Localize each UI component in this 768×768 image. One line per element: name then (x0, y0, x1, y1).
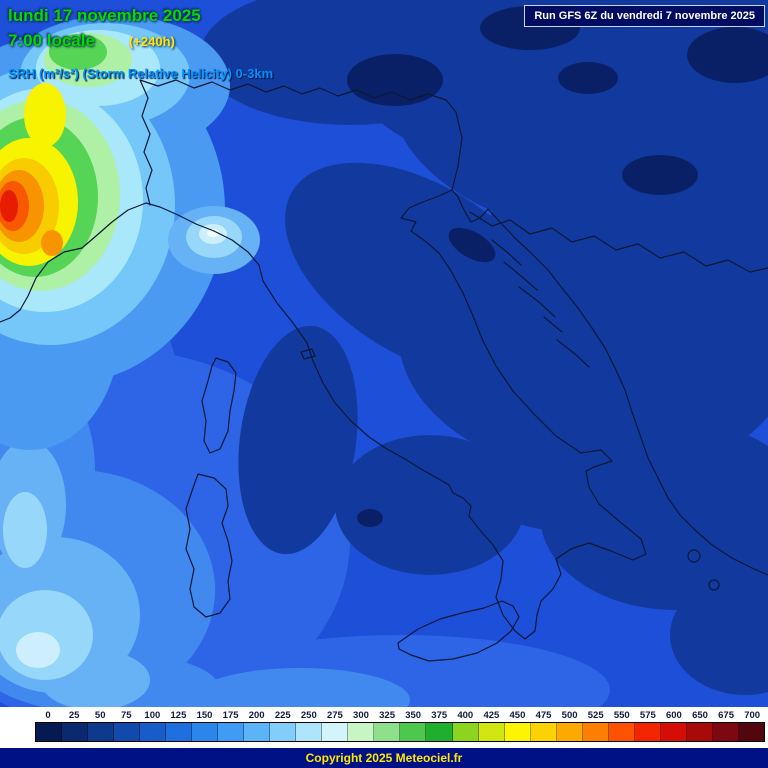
legend-color-swatch (166, 723, 193, 741)
legend-color-swatch (426, 723, 453, 741)
legend-labels: 0 25 50 75 100 125 150 175 200 225 250 275 300 325 350… (35, 709, 765, 722)
legend-value: 275 (326, 710, 343, 721)
legend-value: 650 (692, 710, 708, 721)
coastline-corsica (201, 357, 237, 454)
legend-value: 100 (144, 710, 161, 721)
legend-value: 425 (483, 710, 500, 721)
legend-color-swatch (660, 723, 687, 741)
legend-color-swatch (62, 723, 89, 741)
coastline-sardinia (185, 473, 233, 618)
legend-color-swatch (530, 723, 557, 741)
coastline-italy (213, 189, 647, 640)
copyright-bar: Copyright 2025 Meteociel.fr (0, 748, 768, 768)
coastline-ionian-island (687, 549, 701, 563)
legend-color-swatch (348, 723, 375, 741)
legend-color-swatch (686, 723, 713, 741)
legend-value: 700 (744, 710, 761, 721)
legend-value: 200 (248, 710, 265, 721)
legend-value: 150 (196, 710, 213, 721)
legend-color-swatch (478, 723, 505, 741)
legend-value: 125 (170, 710, 187, 721)
coastline-elba (300, 348, 316, 360)
legend-color-swatch (452, 723, 479, 741)
coastline-sicily (397, 600, 520, 662)
legend-value: 300 (353, 710, 369, 721)
legend-value: 25 (68, 710, 80, 721)
legend-color-swatch (712, 723, 739, 741)
legend-value: 175 (222, 710, 239, 721)
legend-value: 400 (457, 710, 474, 721)
forecast-hour-offset: (+240h) (128, 34, 175, 49)
legend-value: 325 (379, 710, 395, 721)
legend-color-swatch (296, 723, 323, 741)
forecast-time-row: 7:00 locale (+240h) (8, 31, 175, 51)
legend-value: 75 (120, 710, 132, 721)
legend-value: 350 (405, 710, 422, 721)
legend-value: 475 (535, 710, 552, 721)
legend-color-swatch (608, 723, 635, 741)
coastline-balkans (451, 189, 768, 576)
legend-color-swatch (114, 723, 141, 741)
copyright-text: Copyright 2025 Meteociel.fr (305, 751, 463, 765)
legend-color-swatch (504, 723, 531, 741)
legend-value: 250 (300, 710, 317, 721)
weather-map: lundi 17 novembre 2025 7:00 locale (+240… (0, 0, 768, 707)
color-scale-legend: 0 25 50 75 100 125 150 175 200 225 250 275 300 325 350… (0, 707, 768, 748)
srh-map-graphic (0, 0, 768, 707)
srh-dark-regions (200, 0, 768, 695)
legend-color-swatch (244, 723, 271, 741)
legend-color-swatch (218, 723, 245, 741)
legend-value: 0 (45, 710, 51, 721)
legend-value: 675 (718, 710, 734, 721)
border-alps (139, 79, 463, 206)
legend-value: 225 (274, 710, 291, 721)
model-run-info: Run GFS 6Z du vendredi 7 novembre 2025 (524, 5, 765, 27)
legend-swatches (35, 722, 765, 742)
legend-value: 50 (94, 710, 106, 721)
legend-color-swatch (88, 723, 115, 741)
legend-value: 575 (639, 710, 656, 721)
legend-color-swatch (634, 723, 661, 741)
legend-color-swatch (36, 723, 63, 741)
legend-color-swatch (738, 723, 764, 741)
legend-value: 525 (587, 710, 604, 721)
legend-color-swatch (374, 723, 401, 741)
forecast-local-time: 7:00 locale (8, 31, 95, 50)
legend-color-swatch (400, 723, 427, 741)
legend-color-swatch (270, 723, 297, 741)
srh-hotspot (0, 15, 260, 450)
legend-color-swatch (192, 723, 219, 741)
border-balkans (469, 211, 768, 273)
legend-value: 600 (665, 710, 682, 721)
coastline-croatian-islands (491, 239, 590, 368)
forecast-date: lundi 17 novembre 2025 (8, 6, 201, 25)
coastline-france (0, 202, 215, 323)
legend-value: 450 (509, 710, 526, 721)
legend-color-swatch (582, 723, 609, 741)
legend-color-swatch (322, 723, 349, 741)
legend-color-swatch (556, 723, 583, 741)
coastline-ionian-island (708, 579, 720, 591)
legend-value: 500 (561, 710, 578, 721)
legend-value: 375 (431, 710, 448, 721)
legend-color-swatch (140, 723, 167, 741)
coastlines (0, 79, 768, 662)
parameter-title: SRH (m²/s²) (Storm Relative Helicity) 0-… (8, 66, 274, 81)
legend-value: 550 (613, 710, 630, 721)
